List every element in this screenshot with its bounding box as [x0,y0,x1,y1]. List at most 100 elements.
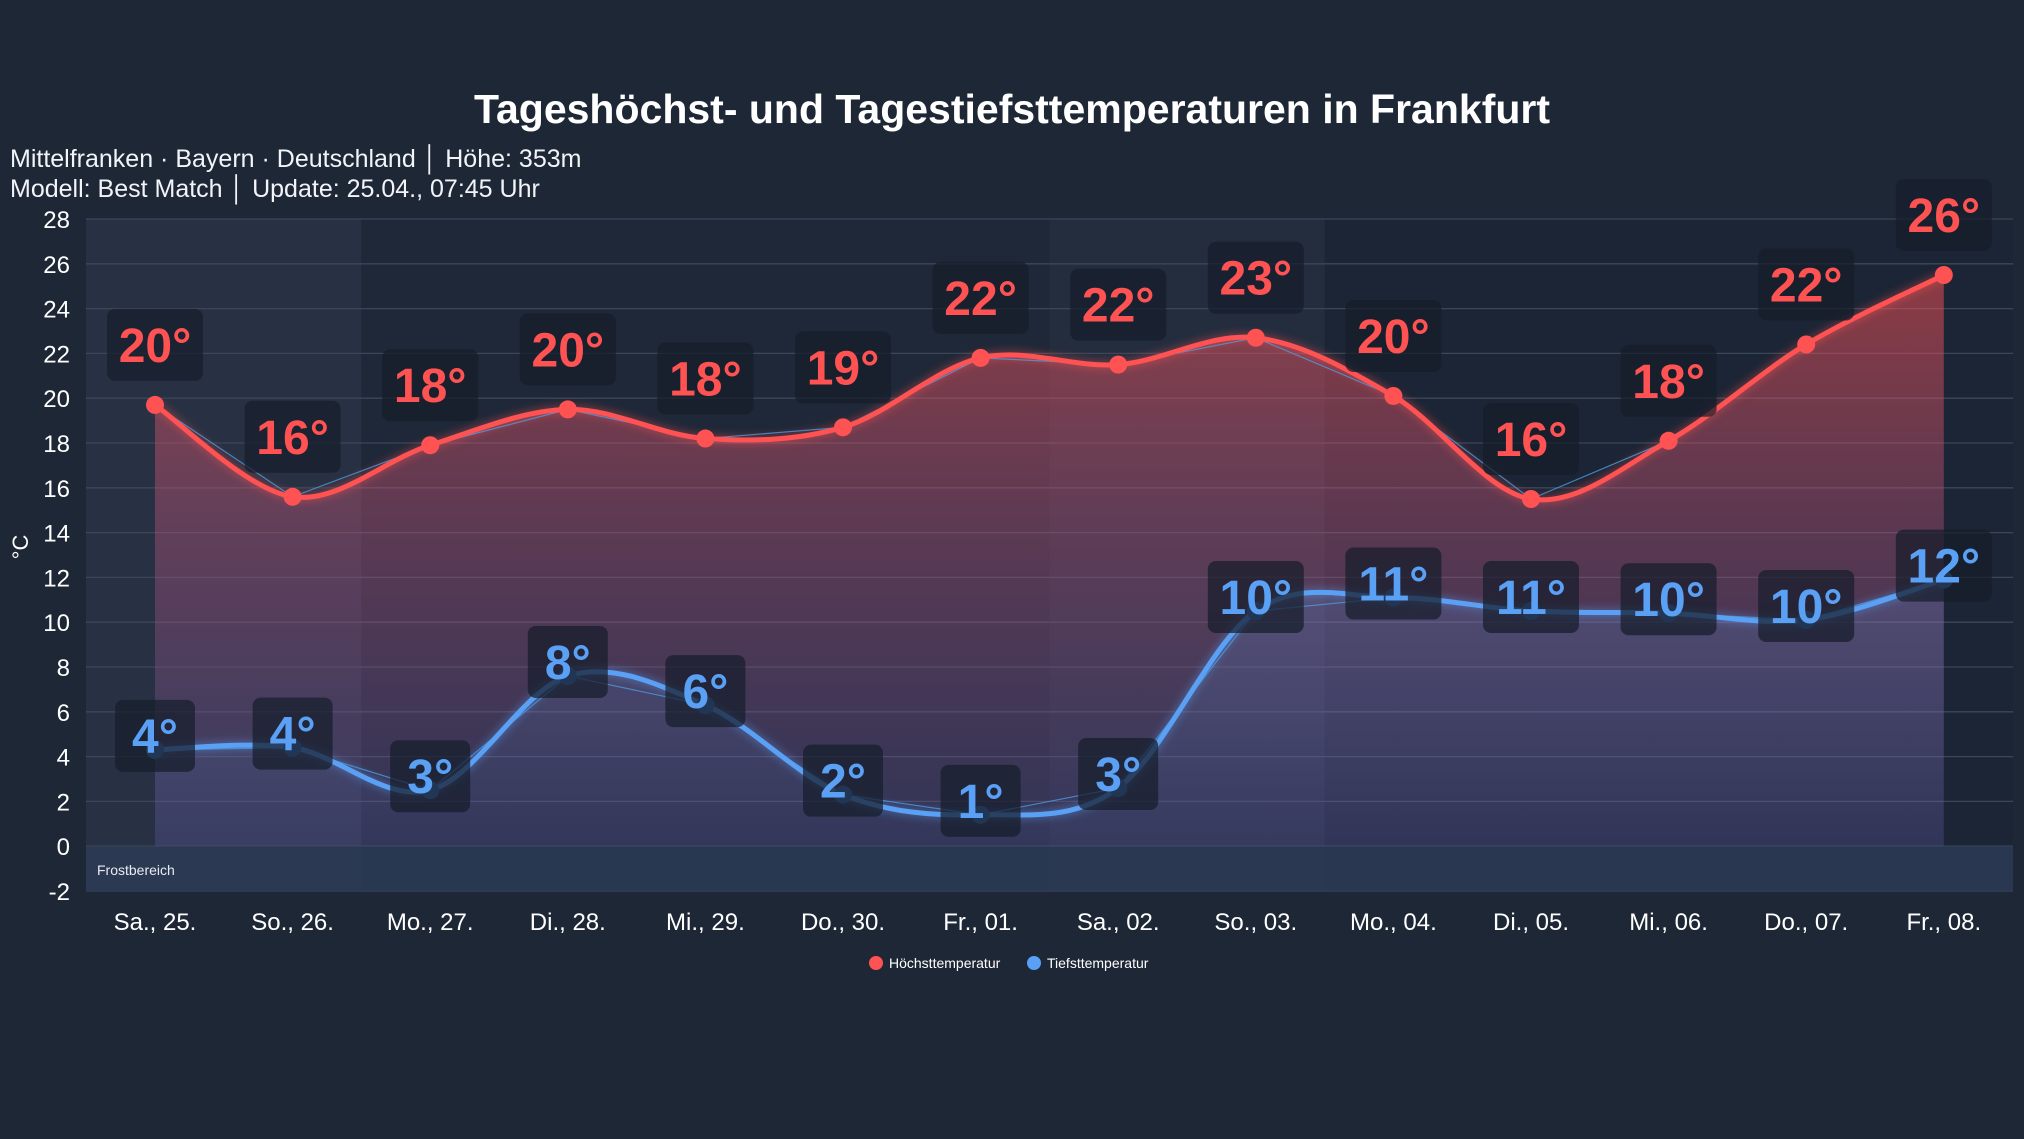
data-label: 4° [270,709,316,762]
data-label: 26° [1908,190,1981,243]
x-tick-label: Di., 05. [1493,909,1569,936]
frost-zone-label: Frostbereich [97,862,175,878]
y-tick-label: 12 [43,565,70,592]
data-label-box [1620,344,1717,417]
data-label: 16° [256,412,329,465]
y-tick-label: 26 [43,252,70,279]
x-tick-label: Mo., 27. [387,909,474,936]
data-point [1384,386,1403,405]
y-axis-label: °C [8,535,33,560]
x-tick-label: Di., 28. [530,909,606,936]
data-label: 11° [1358,559,1428,612]
data-label-box [1345,299,1442,372]
x-tick-label: Fr., 01. [943,909,1018,936]
x-tick-label: So., 26. [251,909,334,936]
data-label-box [252,697,333,770]
data-label-box [382,349,479,422]
data-label: 18° [394,360,467,413]
data-point [1522,490,1540,508]
data-point [696,429,715,448]
data-label-box [1895,179,1992,251]
y-tick-label: 18 [43,431,70,458]
data-point [1109,355,1128,374]
data-label-box [390,740,471,813]
data-label-box [1483,403,1579,475]
data-label-box [1078,737,1159,810]
data-label: 22° [1082,280,1155,333]
data-label-box [527,625,608,698]
y-tick-label: 8 [57,655,70,682]
data-label-box [244,400,341,473]
data-label-box [795,331,891,404]
data-point [1659,431,1678,450]
data-label-box [932,261,1029,334]
data-label: 10° [1770,581,1843,634]
data-label-box [657,342,754,415]
y-tick-label: 4 [57,745,70,772]
data-label-box [1345,547,1442,620]
data-label-box [1207,561,1304,633]
data-label-box [665,655,746,728]
chart-title: Tageshöchst- und Tagestiefsttemperaturen… [473,86,1550,132]
data-label: 10° [1220,572,1293,625]
legend-label: Höchsttemperatur [889,955,1001,971]
location-subtitle: Mittelfranken · Bayern · Deutschland │ H… [10,145,582,173]
area-low [155,579,1944,847]
data-label-box [1895,529,1992,602]
x-tick-label: Sa., 25. [114,909,197,936]
data-label-box [803,744,883,817]
data-label: 4° [132,711,178,764]
frost-zone [86,846,2013,891]
data-point [558,400,577,419]
data-label: 20° [1357,311,1430,364]
x-tick-label: Do., 07. [1764,909,1848,936]
data-label: 3° [407,751,453,804]
x-tick-label: Do., 30. [801,909,885,936]
y-tick-label: 10 [43,610,70,637]
y-tick-label: 28 [43,207,70,234]
data-point [1797,335,1816,354]
y-tick-label: -2 [49,879,70,906]
data-point [283,487,302,506]
legend-label: Tiefsttemperatur [1047,955,1149,971]
data-point [146,395,164,414]
data-label-box [1758,248,1855,321]
data-label: 8° [545,637,591,690]
data-label: 16° [1495,414,1568,467]
data-label-box [1207,241,1304,314]
data-label: 18° [669,354,742,407]
data-label-box [940,764,1021,837]
y-tick-label: 14 [43,521,70,548]
y-tick-label: 2 [57,789,70,816]
data-label: 3° [1095,749,1141,802]
data-point [1934,266,1953,284]
legend-marker [1027,956,1041,970]
data-label: 20° [532,324,605,377]
data-label-box [115,699,195,772]
data-label: 22° [944,273,1017,326]
data-label: 2° [820,756,866,809]
data-label: 23° [1220,253,1293,306]
data-label: 20° [119,320,192,373]
data-label: 1° [958,776,1004,829]
data-point [421,436,440,455]
x-tick-label: Mi., 06. [1629,909,1708,936]
data-point [971,348,990,367]
x-tick-label: So., 03. [1214,909,1297,936]
data-label-box [1070,268,1167,341]
legend-marker [869,956,883,970]
data-label-box [1758,569,1855,642]
data-point [834,418,852,437]
y-tick-label: 16 [43,476,70,503]
data-label: 18° [1632,356,1705,409]
data-label: 22° [1770,259,1843,312]
x-tick-label: Mi., 29. [666,909,745,936]
y-tick-label: 24 [43,297,70,324]
data-label: 12° [1908,541,1981,594]
data-point [1246,328,1265,347]
model-update-subtitle: Modell: Best Match │ Update: 25.04., 07:… [10,175,540,203]
y-tick-label: 20 [43,386,70,413]
data-label-box [519,313,616,386]
y-tick-label: 22 [43,341,70,368]
